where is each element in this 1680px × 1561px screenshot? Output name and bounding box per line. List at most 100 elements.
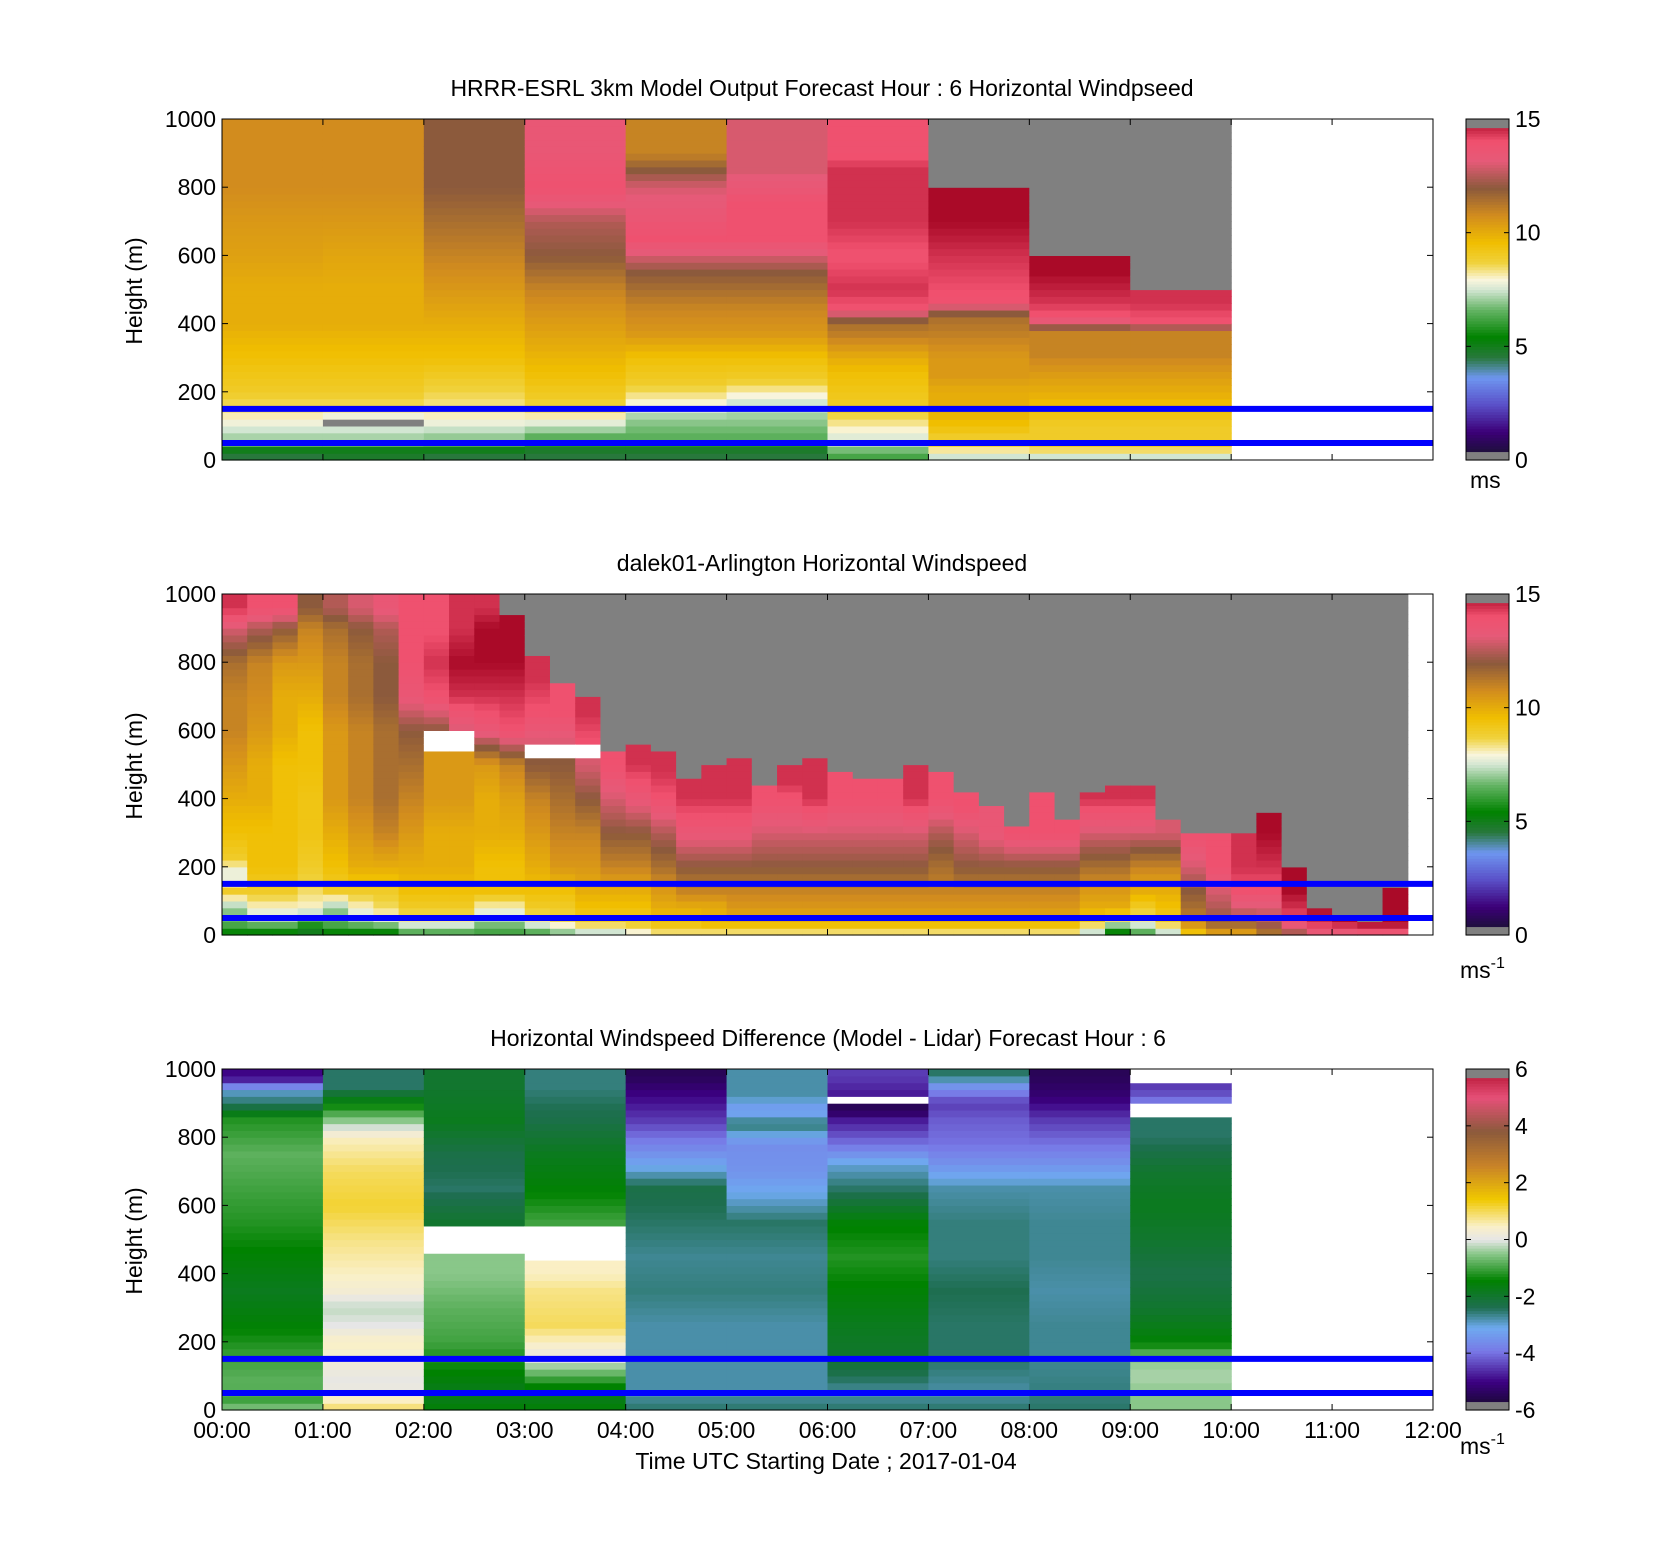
heatmap-cell <box>1180 607 1207 616</box>
heatmap-cell <box>1231 771 1257 779</box>
heatmap-cell <box>1180 703 1207 711</box>
heatmap-cell <box>827 1082 930 1091</box>
heatmap-cell <box>1306 825 1333 834</box>
heatmap-cell <box>726 1273 829 1282</box>
colorbar-swatch <box>1466 1128 1509 1133</box>
y-axis-label: Height (m) <box>121 712 147 819</box>
heatmap-cell <box>852 866 879 875</box>
heatmap-cell <box>777 894 803 902</box>
heatmap-cell <box>1130 1109 1232 1118</box>
heatmap-cell <box>348 764 374 772</box>
heatmap-cell <box>827 744 854 752</box>
heatmap-cell <box>449 819 475 827</box>
heatmap-cell <box>247 900 274 909</box>
heatmap-cell <box>1205 825 1232 834</box>
heatmap-cell <box>1332 757 1358 766</box>
heatmap-cell <box>499 894 526 902</box>
heatmap-cell <box>1281 594 1308 602</box>
colorbar-swatch <box>1466 138 1509 143</box>
heatmap-cell <box>1130 1198 1232 1206</box>
heatmap-cell <box>1281 873 1308 882</box>
heatmap-cell <box>524 1082 627 1091</box>
colorbar-swatch <box>1466 1185 1509 1189</box>
heatmap-cell <box>852 750 879 759</box>
heatmap-cell <box>1281 614 1308 622</box>
heatmap-cell <box>751 928 778 936</box>
heatmap-cell <box>423 744 450 752</box>
heatmap-cell <box>827 371 930 379</box>
heatmap-cell <box>222 166 324 175</box>
heatmap-cell <box>877 600 904 609</box>
heatmap-cell <box>852 648 879 656</box>
heatmap-cell <box>423 894 450 902</box>
heatmap-cell <box>903 723 930 731</box>
colorbar-swatch <box>1466 881 1509 885</box>
heatmap-cell <box>524 364 627 372</box>
heatmap-cell <box>676 921 702 929</box>
heatmap-cell <box>903 703 930 711</box>
heatmap-cell <box>423 159 526 168</box>
heatmap-cell <box>1029 337 1131 345</box>
heatmap-cell <box>625 832 652 841</box>
heatmap-cell <box>1180 887 1207 895</box>
heatmap-cell <box>600 641 627 650</box>
heatmap-cell <box>575 723 602 731</box>
heatmap-cell <box>1029 1219 1131 1227</box>
heatmap-cell <box>499 675 526 684</box>
heatmap-cell <box>751 771 778 779</box>
heatmap-cell <box>449 614 475 622</box>
heatmap-cell <box>1281 791 1308 800</box>
heatmap-cell <box>322 1396 425 1404</box>
colorbar-swatch <box>1466 656 1509 660</box>
heatmap-cell <box>423 1266 526 1275</box>
heatmap-cell <box>1382 812 1409 820</box>
heatmap-cell <box>726 1089 829 1097</box>
heatmap-cell <box>524 716 551 725</box>
heatmap-cell <box>1382 594 1409 602</box>
heatmap-cell <box>474 791 501 800</box>
heatmap-cell <box>348 839 374 847</box>
heatmap-cell <box>827 1266 930 1275</box>
heatmap-cell <box>524 166 627 175</box>
heatmap-cell <box>726 453 829 461</box>
heatmap-cell <box>222 791 248 800</box>
heatmap-cell <box>1231 675 1257 684</box>
heatmap-cell <box>1281 641 1308 650</box>
heatmap-cell <box>222 262 324 270</box>
heatmap-cell <box>852 737 879 745</box>
heatmap-cell <box>524 412 627 420</box>
heatmap-cell <box>1332 703 1358 711</box>
heatmap-cell <box>1256 853 1283 861</box>
heatmap-cell <box>827 900 854 909</box>
heatmap-cell <box>625 1375 728 1384</box>
heatmap-cell <box>348 819 374 827</box>
heatmap-cell <box>322 621 349 629</box>
colorbar-swatch <box>1466 1233 1509 1238</box>
colorbar-swatch <box>1466 1174 1509 1178</box>
heatmap-cell <box>549 621 576 629</box>
heatmap-cell <box>524 1219 627 1227</box>
heatmap-cell <box>423 132 526 141</box>
heatmap-cell <box>1079 825 1106 834</box>
heatmap-cell <box>953 894 980 902</box>
heatmap-column <box>1231 594 1257 936</box>
heatmap-cell <box>1029 873 1056 882</box>
heatmap-cell <box>1029 716 1056 725</box>
heatmap-cell <box>827 207 930 216</box>
heatmap-cell <box>449 894 475 902</box>
heatmap-cell <box>1029 757 1056 766</box>
heatmap-cell <box>423 812 450 820</box>
heatmap-cell <box>751 832 778 841</box>
heatmap-cell <box>928 1219 1030 1227</box>
heatmap-cell <box>1205 866 1232 875</box>
heatmap-cell <box>777 669 803 677</box>
heatmap-cell <box>650 641 677 650</box>
colorbar-swatch <box>1466 846 1509 851</box>
heatmap-cell <box>1357 669 1384 677</box>
heatmap-cell <box>802 737 829 745</box>
heatmap-cell <box>1029 180 1131 188</box>
heatmap-cell <box>222 1280 324 1288</box>
heatmap-cell <box>575 887 602 895</box>
heatmap-cell <box>928 825 955 834</box>
heatmap-cell <box>222 894 248 902</box>
